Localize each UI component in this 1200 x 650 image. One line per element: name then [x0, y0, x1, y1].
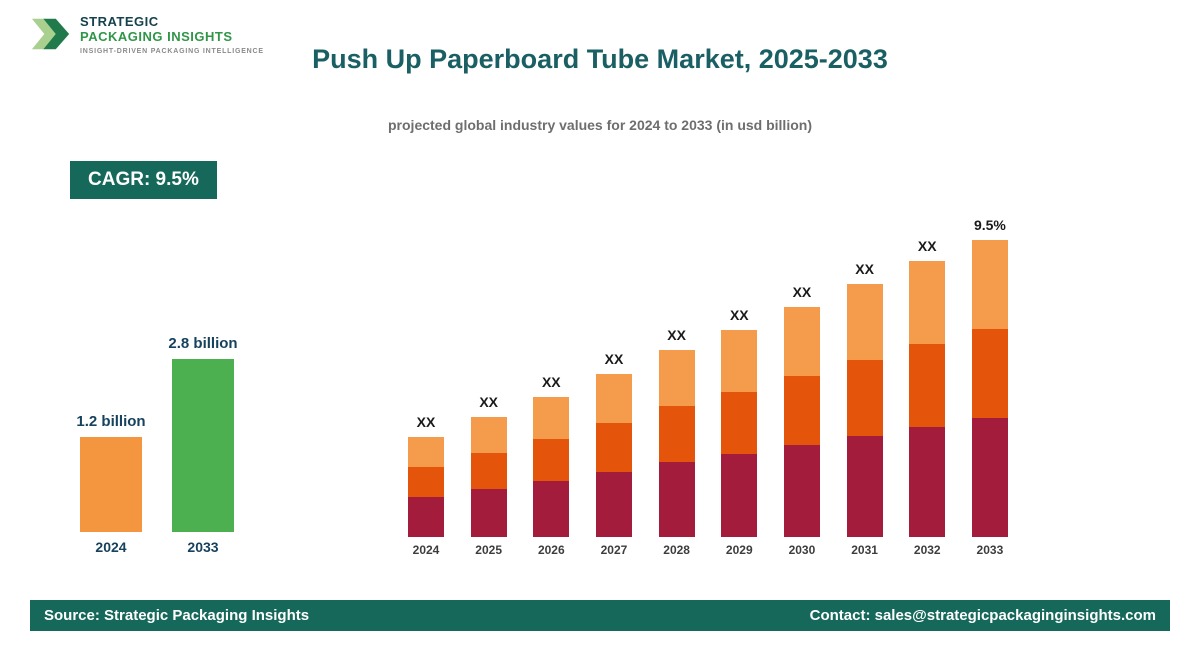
segment-bottom — [658, 462, 695, 537]
footer-contact: Contact: sales@strategicpackaginginsight… — [809, 607, 1156, 624]
segment-top — [658, 350, 695, 406]
stacked-bar-2024: XX 2024 — [408, 414, 444, 557]
bar-year-label: 2033 — [976, 543, 1004, 557]
segment-top — [533, 397, 570, 439]
summary-bar-year-label: 2024 — [95, 539, 127, 555]
segment-middle — [909, 344, 946, 427]
stacked-bar-2025: XX 2025 — [470, 394, 507, 557]
bar-top-label: XX — [667, 327, 686, 343]
bar-top-label: XX — [855, 261, 874, 277]
segment-top — [721, 330, 758, 392]
logo-chevron-icon — [31, 18, 70, 50]
segment-top — [595, 374, 632, 423]
bar-year-label: 2025 — [475, 543, 502, 557]
bar-stack — [783, 307, 820, 537]
bar-stack — [658, 350, 695, 537]
bar-stack — [533, 397, 570, 537]
segment-middle — [783, 376, 820, 445]
summary-bar — [80, 437, 142, 532]
segment-bottom — [846, 436, 883, 537]
segment-middle — [533, 439, 570, 481]
cagr-badge: CAGR: 9.5% — [70, 161, 217, 199]
bar-stack — [846, 284, 883, 537]
footer-bar: Source: Strategic Packaging Insights Con… — [30, 600, 1170, 631]
segment-middle — [658, 406, 695, 462]
segment-middle — [470, 453, 507, 489]
summary-bar-2033: 2.8 billion 2033 — [168, 335, 237, 555]
summary-bar-value-label: 2.8 billion — [168, 335, 238, 352]
summary-bar-value-label: 1.2 billion — [76, 413, 146, 430]
page-subtitle: projected global industry values for 202… — [388, 117, 812, 133]
segment-top — [909, 261, 946, 344]
segment-top — [846, 284, 883, 360]
bar-top-label: XX — [479, 394, 498, 410]
segment-middle — [595, 423, 632, 472]
segment-bottom — [595, 472, 632, 537]
stacked-bar-2027: XX 2027 — [595, 351, 632, 557]
stacked-bar-2032: XX 2032 — [909, 238, 946, 557]
segment-top — [971, 240, 1008, 329]
segment-top — [783, 307, 820, 376]
logo: STRATEGIC PACKAGING INSIGHTS INSIGHT-DRI… — [30, 14, 264, 55]
bar-top-label: XX — [604, 351, 624, 367]
segment-bottom — [408, 497, 444, 537]
stacked-bar-2026: XX 2026 — [533, 374, 570, 557]
segment-bottom — [971, 418, 1008, 537]
bar-top-label: XX — [541, 374, 561, 390]
segment-bottom — [470, 489, 507, 537]
bar-stack — [721, 330, 758, 537]
segment-top — [408, 437, 444, 467]
bar-year-label: 2026 — [537, 543, 565, 557]
summary-bar-year-label: 2033 — [187, 539, 219, 555]
bar-year-label: 2029 — [725, 543, 753, 557]
segment-middle — [971, 329, 1008, 418]
logo-text: STRATEGIC PACKAGING INSIGHTS INSIGHT-DRI… — [80, 14, 264, 55]
stacked-bar-2028: XX 2028 — [658, 327, 695, 557]
segment-bottom — [721, 454, 758, 537]
segment-middle — [721, 392, 758, 454]
summary-chart: 1.2 billion 2024 2.8 billion 2033 — [62, 310, 252, 555]
summary-bar-2024: 1.2 billion 2024 — [76, 413, 145, 555]
bar-top-label: XX — [416, 414, 436, 430]
summary-bar — [172, 359, 234, 532]
segment-bottom — [783, 445, 820, 537]
logo-line2: PACKAGING INSIGHTS — [80, 29, 233, 44]
bar-stack — [971, 240, 1008, 537]
bar-stack — [408, 437, 444, 537]
bar-year-label: 2024 — [412, 543, 440, 557]
bar-year-label: 2030 — [788, 543, 816, 557]
stacked-bar-2030: XX 2030 — [783, 284, 820, 557]
logo-line1: STRATEGIC — [80, 14, 159, 29]
bar-year-label: 2031 — [851, 543, 878, 557]
logo-tagline: INSIGHT-DRIVEN PACKAGING INTELLIGENCE — [80, 48, 264, 55]
bar-year-label: 2032 — [913, 543, 941, 557]
segment-bottom — [909, 427, 946, 537]
bar-stack — [470, 417, 507, 537]
segment-bottom — [533, 481, 570, 537]
segment-middle — [408, 467, 444, 497]
segment-middle — [846, 360, 883, 436]
bar-year-label: 2028 — [663, 543, 690, 557]
bar-top-label: XX — [792, 284, 812, 300]
page-title: Push Up Paperboard Tube Market, 2025-203… — [312, 44, 888, 74]
segment-top — [470, 417, 507, 453]
footer-source: Source: Strategic Packaging Insights — [44, 607, 310, 624]
bar-top-label: XX — [729, 307, 749, 323]
stacked-bar-2029: XX 2029 — [721, 307, 758, 557]
stacked-bar-2031: XX 2031 — [846, 261, 883, 557]
bar-year-label: 2027 — [600, 543, 628, 557]
bar-stack — [595, 374, 632, 537]
bar-top-label: 9.5% — [973, 217, 1006, 233]
bar-top-label: XX — [917, 238, 937, 254]
stacked-bar-chart: XX 2024 XX 2025 XX 2026 XX 2027 XX 2028 XX 2029 XX 20… — [408, 185, 1008, 557]
bar-stack — [909, 261, 946, 537]
stacked-bar-2033: 9.5% 2033 — [971, 217, 1008, 557]
